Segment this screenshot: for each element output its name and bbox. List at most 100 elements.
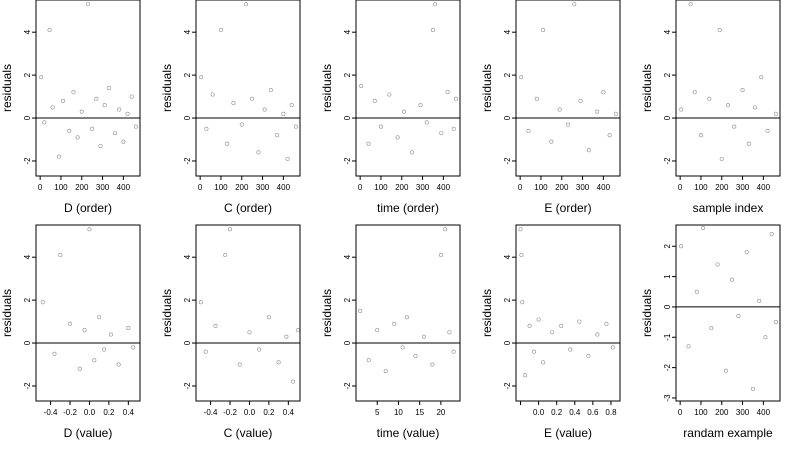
- data-point: [532, 349, 537, 354]
- scatter-panel: 0 100 200 300 400 -2 0 2 4 D (order) residuals: [0, 0, 160, 225]
- x-tick-label: 200: [75, 183, 89, 192]
- y-tick-label: 4: [23, 29, 32, 34]
- data-point: [92, 358, 97, 363]
- scatter-plot-svg: 0 100 200 300 400 -2 0 2 4 time (order) residuals: [320, 0, 461, 215]
- data-point: [541, 28, 546, 33]
- x-axis-label: E (order): [544, 201, 591, 215]
- data-point: [121, 139, 126, 144]
- x-tick-label: 400: [597, 183, 611, 192]
- data-point: [769, 232, 774, 237]
- data-point: [577, 319, 582, 324]
- data-point: [451, 126, 456, 131]
- scatter-panel: 0 100 200 300 400 -3 -2 -1 0 1 2 randam example resi…: [640, 224, 800, 450]
- data-point: [566, 122, 571, 127]
- y-tick-label: 4: [343, 254, 352, 259]
- data-point: [534, 96, 539, 101]
- data-point: [753, 105, 758, 110]
- data-point: [395, 135, 400, 140]
- data-point: [268, 88, 273, 93]
- data-point: [559, 323, 564, 328]
- data-point: [228, 227, 233, 232]
- y-tick-label: -2: [663, 157, 672, 165]
- data-point: [87, 227, 92, 232]
- data-point: [518, 227, 523, 232]
- scatter-plot-svg: 0 100 200 300 400 -2 0 2 4 C (order) residuals: [160, 0, 301, 215]
- y-tick-label: -1: [663, 333, 672, 341]
- data-point: [736, 314, 741, 319]
- data-point: [243, 2, 248, 7]
- plot-frame: [355, 224, 461, 402]
- data-point: [438, 253, 443, 258]
- x-axis-label: C (order): [224, 201, 272, 215]
- scatter-panel: 0 100 200 300 400 -2 0 2 4 time (order) residuals: [320, 0, 480, 225]
- x-tick-label: 0: [678, 408, 683, 417]
- data-point: [257, 347, 262, 352]
- data-point: [97, 315, 102, 320]
- y-tick-label: 2: [23, 297, 32, 302]
- y-tick-label: 0: [663, 304, 672, 309]
- x-tick-label: 100: [54, 183, 68, 192]
- data-point: [86, 2, 91, 7]
- x-tick-label: 400: [437, 183, 451, 192]
- data-point: [688, 2, 693, 7]
- data-point: [549, 139, 554, 144]
- data-point: [392, 321, 397, 326]
- data-point: [707, 96, 712, 101]
- data-point: [740, 88, 745, 93]
- data-point: [40, 300, 45, 305]
- scatter-panel: 0 100 200 300 400 -2 0 2 4 C (order) residuals: [160, 0, 320, 225]
- data-point: [266, 315, 271, 320]
- plot-frame: [35, 224, 141, 402]
- data-point: [378, 124, 383, 129]
- x-tick-label: 300: [256, 183, 270, 192]
- y-tick-label: 4: [343, 29, 352, 34]
- x-tick-label: 100: [534, 183, 548, 192]
- y-tick-label: -3: [663, 394, 672, 402]
- data-point: [198, 300, 203, 305]
- data-point: [276, 360, 281, 365]
- data-point: [52, 351, 57, 356]
- data-point: [71, 90, 76, 95]
- data-point: [237, 362, 242, 367]
- data-point: [433, 2, 438, 7]
- x-tick-label: -0.4: [44, 408, 58, 417]
- data-point: [106, 86, 111, 91]
- data-point: [520, 300, 525, 305]
- data-point: [694, 289, 699, 294]
- data-point: [400, 345, 405, 350]
- data-point: [358, 308, 363, 313]
- x-tick-label: 200: [715, 183, 729, 192]
- data-point: [453, 96, 458, 101]
- data-point: [108, 332, 113, 337]
- plot-frame: [195, 0, 301, 177]
- data-point: [701, 226, 706, 231]
- y-tick-label: 4: [663, 29, 672, 34]
- x-tick-label: 300: [736, 183, 750, 192]
- x-tick-label: 0: [358, 183, 363, 192]
- x-tick-label: 100: [214, 183, 228, 192]
- data-point: [719, 156, 724, 161]
- data-point: [730, 277, 735, 282]
- data-point: [42, 120, 47, 125]
- data-point: [67, 128, 72, 133]
- y-tick-label: 2: [23, 72, 32, 77]
- data-point: [218, 28, 223, 33]
- y-axis-label: residuals: [160, 64, 174, 112]
- y-tick-label: -2: [503, 382, 512, 390]
- plot-frame: [35, 0, 141, 177]
- plot-frame: [515, 0, 621, 177]
- data-point: [773, 111, 778, 116]
- x-tick-label: 300: [96, 183, 110, 192]
- x-tick-label: 300: [416, 183, 430, 192]
- y-axis-label: residuals: [640, 289, 654, 337]
- data-point: [131, 345, 136, 350]
- data-point: [709, 326, 714, 331]
- data-point: [439, 131, 444, 136]
- data-point: [117, 107, 122, 112]
- data-point: [281, 111, 286, 116]
- y-axis-label: residuals: [320, 289, 334, 337]
- data-point: [262, 107, 267, 112]
- data-point: [541, 360, 546, 365]
- data-point: [679, 107, 684, 112]
- y-tick-label: 4: [183, 29, 192, 34]
